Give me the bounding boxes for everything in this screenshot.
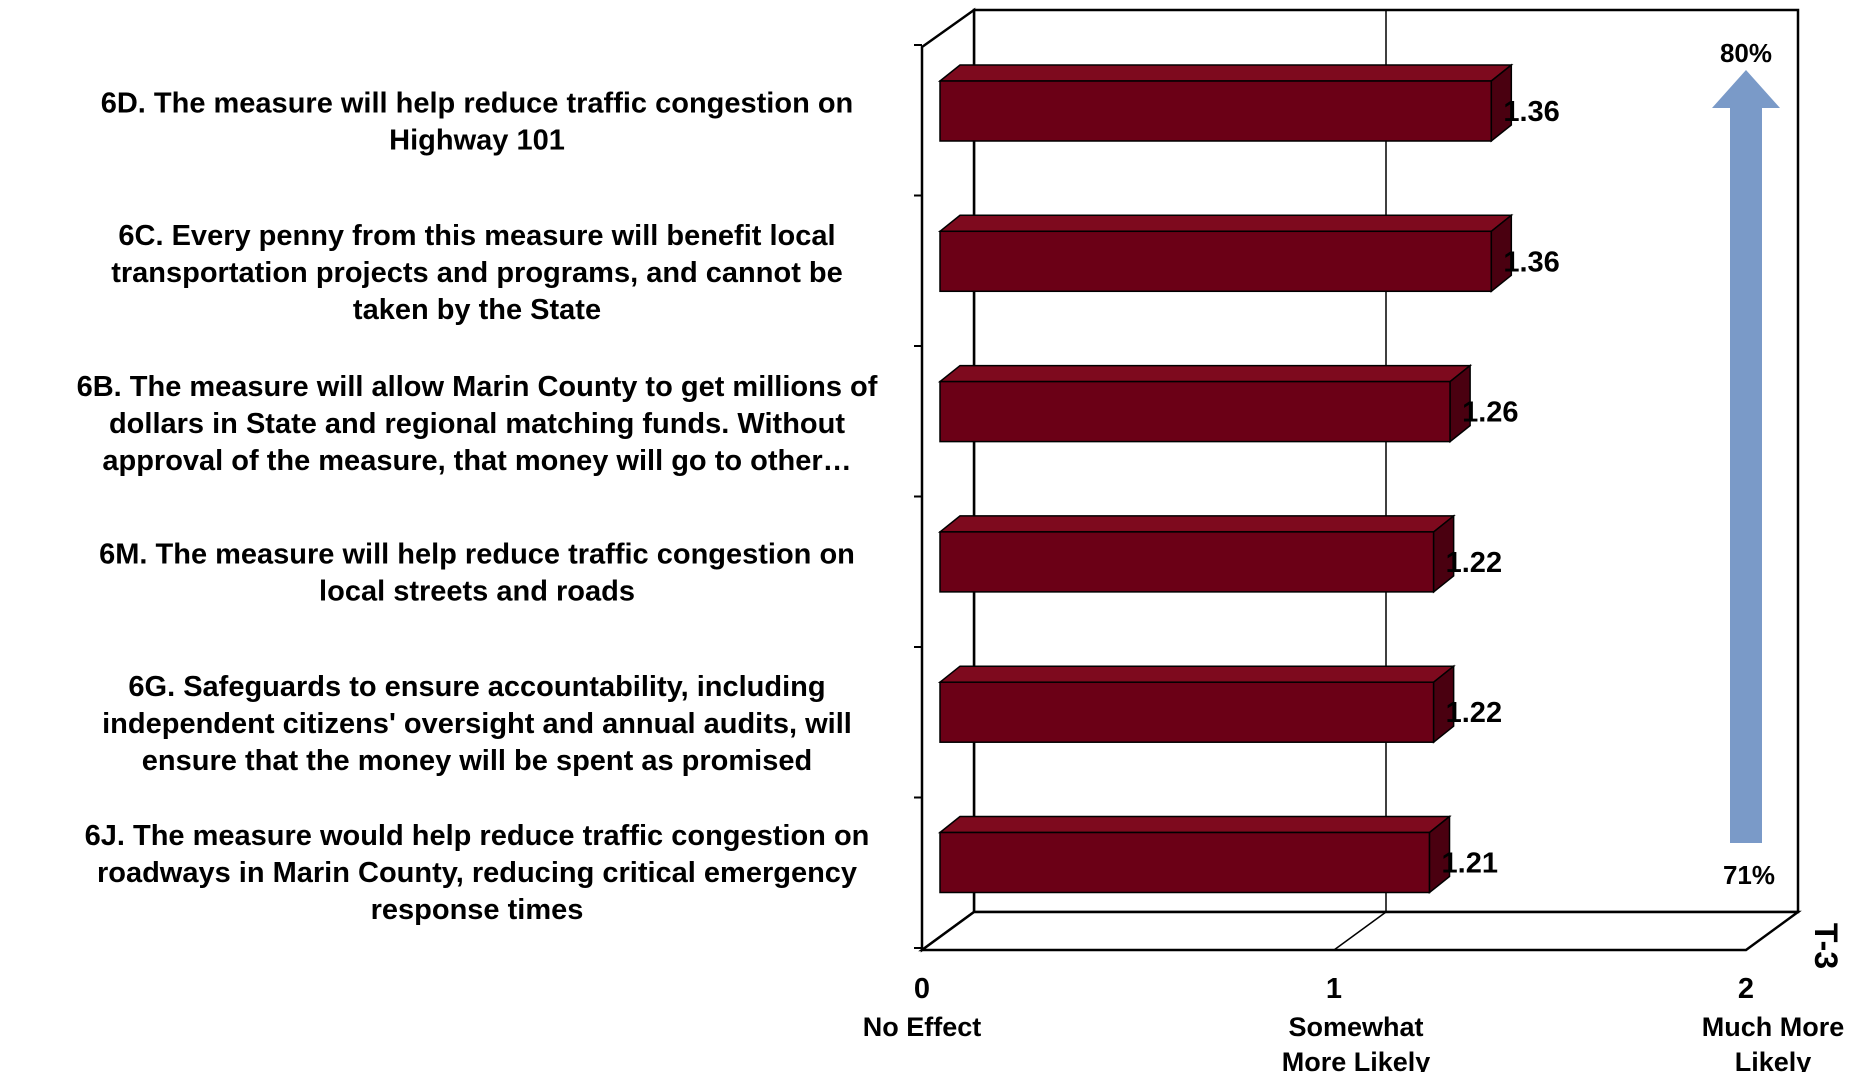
bar-front-face bbox=[939, 531, 1435, 593]
x-tick-description: Much More bbox=[1702, 1012, 1845, 1042]
chart-axes bbox=[914, 7, 1802, 953]
category-label: 6G. Safeguards to ensure accountability,… bbox=[102, 671, 852, 777]
bar-value-label: 1.26 bbox=[1462, 397, 1518, 429]
bar-side-face bbox=[1449, 364, 1471, 444]
arrow-bottom-label: 71% bbox=[1723, 860, 1775, 890]
category-label-line: local streets and roads bbox=[319, 576, 635, 608]
x-tick-description: No Effect bbox=[863, 1012, 982, 1042]
bar-value-label: 1.21 bbox=[1442, 848, 1498, 880]
bar-side-face bbox=[1490, 213, 1513, 293]
bar-side-face bbox=[1428, 814, 1451, 895]
trend-arrow: 80% 71% bbox=[1712, 38, 1780, 890]
bar bbox=[937, 814, 1452, 895]
bar-side-face bbox=[1490, 63, 1513, 143]
x-tick-label: 2 bbox=[1738, 973, 1754, 1005]
category-label-line: transportation projects and programs, an… bbox=[111, 257, 843, 289]
x-tick-description: Somewhat bbox=[1288, 1012, 1423, 1042]
bar-front-face bbox=[939, 230, 1493, 293]
bar-top-face bbox=[937, 64, 1514, 82]
category-label: 6D. The measure will help reduce traffic… bbox=[101, 88, 854, 157]
bar-value-label: 1.36 bbox=[1503, 246, 1559, 278]
bar bbox=[937, 664, 1456, 744]
category-label-line: 6M. The measure will help reduce traffic… bbox=[99, 539, 855, 571]
side-code-label: T-3 bbox=[1808, 923, 1844, 969]
category-label-line: independent citizens' oversight and annu… bbox=[102, 708, 852, 740]
bar-front-face bbox=[939, 831, 1431, 894]
bar-side-face bbox=[1432, 664, 1455, 744]
chart-labels: 0 No Effect 1 Somewhat More Likely 2 Much More… bbox=[77, 88, 1845, 1072]
bar-front-face bbox=[939, 80, 1493, 142]
bar bbox=[937, 63, 1514, 143]
gridline-floor bbox=[1333, 911, 1387, 951]
bar bbox=[937, 514, 1456, 594]
category-label-line: Highway 101 bbox=[389, 125, 565, 157]
x-tick-label: 1 bbox=[1326, 973, 1342, 1005]
bar-top-face bbox=[937, 214, 1514, 233]
category-label-line: 6B. The measure will allow Marin County … bbox=[77, 371, 878, 403]
bar-value-label: 1.36 bbox=[1503, 96, 1559, 128]
bar-front-face bbox=[939, 380, 1451, 443]
category-label: 6C. Every penny from this measure will b… bbox=[111, 220, 843, 326]
category-label: 6J. The measure would help reduce traffi… bbox=[85, 820, 870, 926]
x-tick-description: More Likely bbox=[1282, 1047, 1431, 1072]
category-label-line: roadways in Marin County, reducing criti… bbox=[97, 857, 857, 889]
x-tick-label: 0 bbox=[914, 973, 930, 1005]
arrow-head bbox=[1712, 70, 1780, 108]
category-label-line: dollars in State and regional matching f… bbox=[109, 408, 845, 440]
bar bbox=[937, 364, 1473, 444]
category-label-line: ensure that the money will be spent as p… bbox=[142, 745, 812, 777]
category-label-line: 6C. Every penny from this measure will b… bbox=[118, 220, 835, 252]
bar-value-label: 1.22 bbox=[1446, 547, 1502, 579]
bar-top-face bbox=[937, 665, 1456, 683]
category-label: 6M. The measure will help reduce traffic… bbox=[99, 539, 855, 608]
bar bbox=[937, 213, 1514, 293]
bar-front-face bbox=[939, 681, 1435, 743]
category-label-line: 6D. The measure will help reduce traffic… bbox=[101, 88, 854, 120]
chart-bars bbox=[937, 63, 1514, 895]
category-label-line: 6G. Safeguards to ensure accountability,… bbox=[128, 671, 825, 703]
category-label-line: taken by the State bbox=[353, 294, 601, 326]
plot-left-wall bbox=[920, 7, 976, 953]
x-tick-description: Likely bbox=[1735, 1047, 1812, 1072]
arrow-shaft bbox=[1730, 106, 1762, 843]
bar-value-label: 1.22 bbox=[1446, 697, 1502, 729]
category-label-line: response times bbox=[371, 894, 584, 926]
category-label-line: approval of the measure, that money will… bbox=[102, 445, 851, 477]
bar-top-face bbox=[937, 515, 1456, 533]
arrow-top-label: 80% bbox=[1720, 38, 1772, 68]
category-label-line: 6J. The measure would help reduce traffi… bbox=[85, 820, 870, 852]
bar-top-face bbox=[937, 364, 1473, 383]
bar-top-face bbox=[937, 815, 1452, 834]
category-label: 6B. The measure will allow Marin County … bbox=[77, 371, 878, 477]
bar-side-face bbox=[1432, 514, 1455, 594]
